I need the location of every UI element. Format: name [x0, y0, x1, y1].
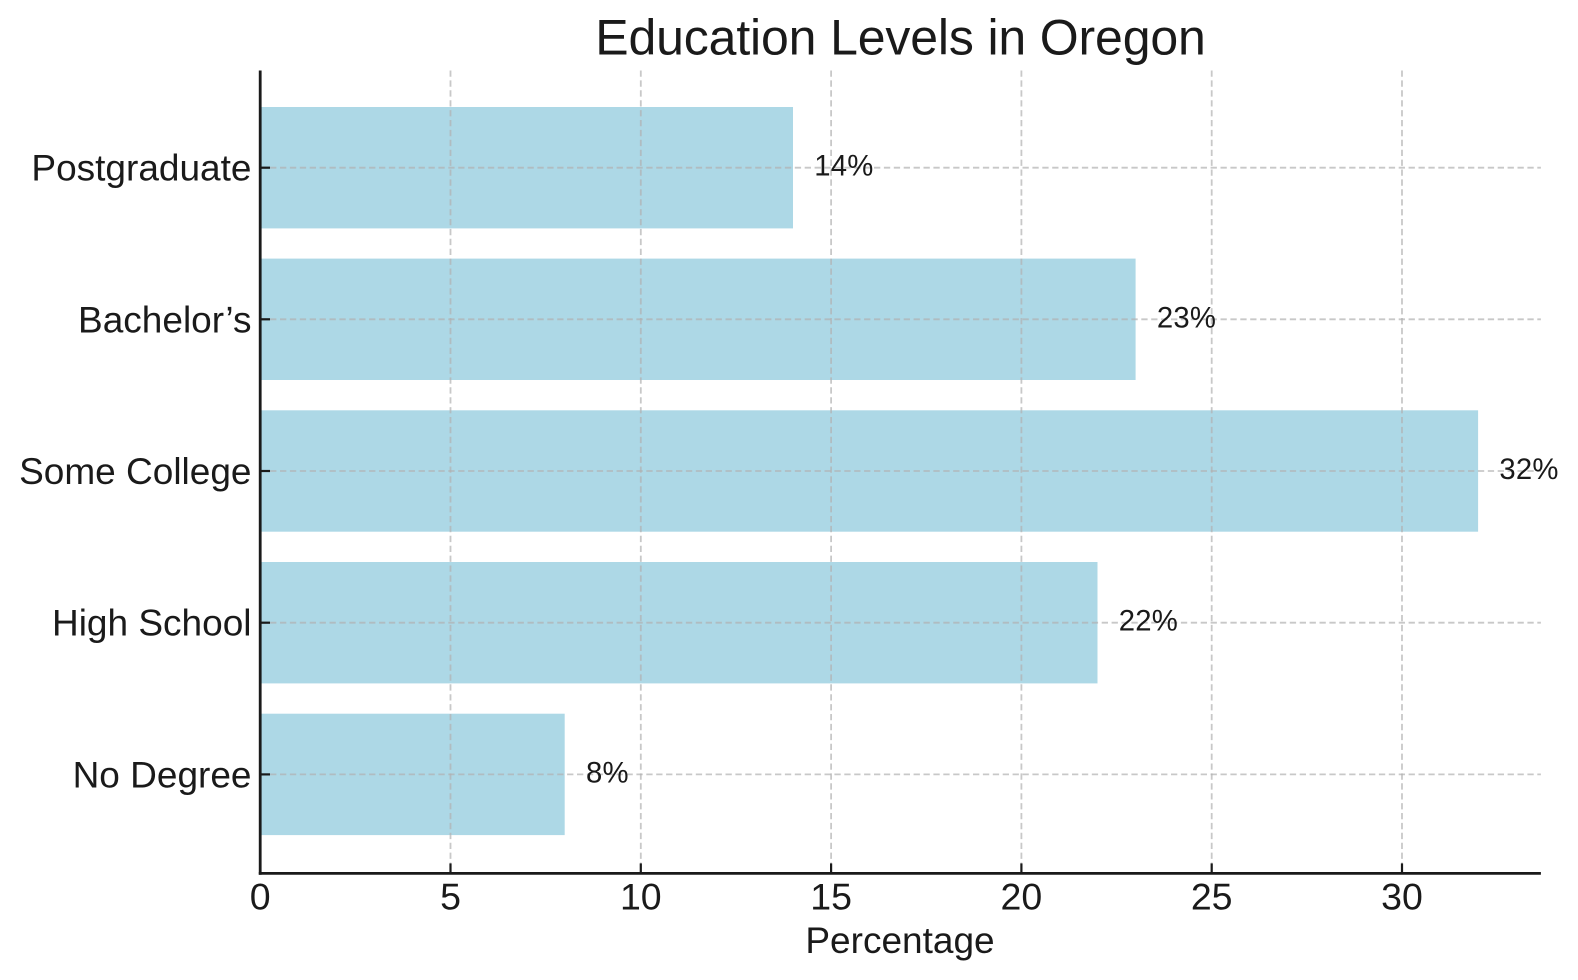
svg-text:No Degree: No Degree — [73, 754, 252, 795]
svg-text:22%: 22% — [1119, 605, 1178, 638]
svg-text:30: 30 — [1381, 876, 1423, 918]
svg-text:8%: 8% — [586, 756, 629, 789]
svg-text:High School: High School — [52, 603, 252, 644]
svg-text:23%: 23% — [1157, 301, 1216, 334]
svg-text:Education Levels in Oregon: Education Levels in Oregon — [595, 10, 1205, 66]
svg-text:Bachelor’s: Bachelor’s — [78, 299, 251, 340]
svg-text:10: 10 — [620, 876, 662, 918]
svg-text:0: 0 — [250, 876, 271, 918]
svg-text:14%: 14% — [814, 150, 873, 183]
svg-text:Some College: Some College — [19, 451, 251, 492]
svg-text:32%: 32% — [1499, 453, 1558, 486]
svg-text:Percentage: Percentage — [805, 920, 994, 961]
svg-text:Postgraduate: Postgraduate — [31, 148, 251, 189]
svg-text:5: 5 — [440, 876, 461, 918]
svg-text:15: 15 — [810, 876, 852, 918]
svg-text:25: 25 — [1191, 876, 1233, 918]
svg-text:20: 20 — [1001, 876, 1043, 918]
